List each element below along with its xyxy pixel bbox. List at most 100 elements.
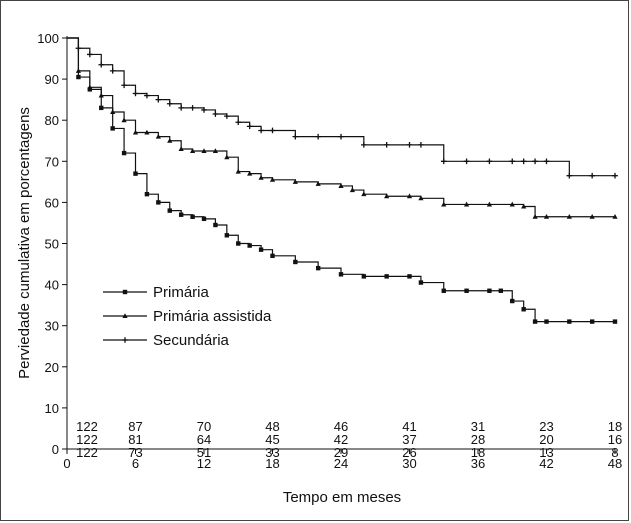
data-point (521, 203, 527, 209)
data-point (178, 105, 184, 111)
data-point (144, 129, 150, 135)
data-point (155, 96, 162, 103)
data-point (315, 181, 321, 186)
x-tick-label: 42 (539, 456, 553, 471)
at-risk-value: 16 (608, 432, 622, 447)
legend-marker (122, 337, 128, 343)
legend: Primária Primária assistida Secundária (103, 284, 272, 349)
data-point (213, 222, 218, 228)
data-point (224, 154, 230, 160)
data-point (236, 241, 241, 246)
data-point (418, 280, 424, 285)
at-risk-value: 31 (471, 419, 485, 434)
at-risk-value: 29 (334, 445, 348, 460)
x-tick-label: 48 (608, 456, 622, 471)
at-risk-value: 48 (265, 419, 279, 434)
data-point (190, 214, 195, 219)
data-point (383, 142, 390, 148)
data-point (338, 133, 344, 140)
x-tick-label: 12 (197, 456, 211, 471)
y-tick-label: 20 (45, 360, 59, 375)
data-point (269, 127, 276, 134)
data-point (76, 74, 81, 80)
at-risk-value: 45 (265, 432, 279, 447)
y-tick-label: 10 (45, 401, 59, 416)
data-point (132, 90, 139, 97)
data-point (338, 272, 344, 277)
data-point (189, 105, 196, 111)
legend-marker (122, 289, 128, 295)
at-risk-value: 42 (334, 432, 348, 447)
y-tick-label: 30 (45, 319, 59, 334)
y-tick-label: 0 (52, 442, 59, 457)
at-risk-value: 8 (611, 445, 618, 460)
data-point (98, 61, 105, 68)
data-point (532, 158, 538, 165)
data-point (110, 109, 116, 114)
data-point (384, 274, 389, 279)
data-point (258, 174, 264, 180)
data-point (201, 216, 207, 222)
data-point (121, 117, 127, 123)
data-point (543, 213, 550, 219)
y-tick-label: 70 (45, 154, 59, 169)
data-point (418, 195, 424, 201)
data-point (235, 119, 242, 126)
data-point (486, 158, 493, 165)
y-tick-label: 60 (45, 195, 59, 210)
data-point (292, 133, 299, 140)
legend-label: Primária assistida (153, 308, 272, 325)
data-point (235, 168, 241, 174)
y-tick-label: 40 (45, 278, 59, 293)
data-point (224, 233, 230, 238)
data-point (567, 319, 572, 324)
at-risk-value: 18 (608, 419, 622, 434)
axes: 0 6 12 18 24 30 36 42 48 0 10 20 30 40 50 60 70 80 90 100 (37, 31, 622, 471)
data-point (201, 107, 207, 113)
data-point (87, 51, 93, 58)
data-point (520, 158, 527, 165)
y-tick-label: 100 (37, 31, 59, 46)
data-point (144, 191, 150, 197)
data-point (178, 212, 184, 217)
data-point (544, 319, 549, 324)
data-point (212, 148, 219, 154)
data-point (407, 274, 412, 279)
data-point (509, 201, 515, 207)
data-point (155, 133, 161, 139)
data-point (270, 253, 275, 259)
data-point (612, 213, 618, 219)
data-point (532, 213, 538, 219)
data-point (292, 179, 298, 184)
y-tick-label: 50 (45, 237, 59, 252)
data-point (212, 111, 219, 117)
at-risk-table: 122 87 70 48 46 41 31 23 18 122 81 64 45 42 37 28 20 16 12… (76, 419, 622, 460)
data-point (361, 274, 367, 279)
series-line-2 (67, 37, 615, 218)
x-tick-label: 30 (402, 456, 416, 471)
data-point (189, 148, 196, 154)
data-point (463, 158, 470, 165)
at-risk-value: 51 (197, 445, 211, 460)
data-point (532, 319, 538, 324)
data-point (589, 319, 595, 324)
data-point (589, 213, 595, 219)
data-point (121, 150, 127, 156)
at-risk-value: 20 (539, 432, 553, 447)
y-ticks: 0 10 20 30 40 50 60 70 80 90 100 (37, 31, 67, 457)
data-point (486, 201, 493, 207)
data-point (464, 288, 469, 293)
data-point (121, 82, 127, 89)
y-tick-label: 90 (45, 72, 59, 87)
data-point (418, 142, 424, 148)
legend-label: Secundária (153, 332, 230, 349)
data-point (612, 172, 618, 179)
data-point (498, 288, 504, 293)
data-point (441, 201, 447, 207)
legend-label: Primária (153, 284, 209, 301)
data-point (566, 172, 573, 179)
data-point (338, 183, 344, 188)
x-axis-title: Tempo em meses (283, 489, 401, 506)
